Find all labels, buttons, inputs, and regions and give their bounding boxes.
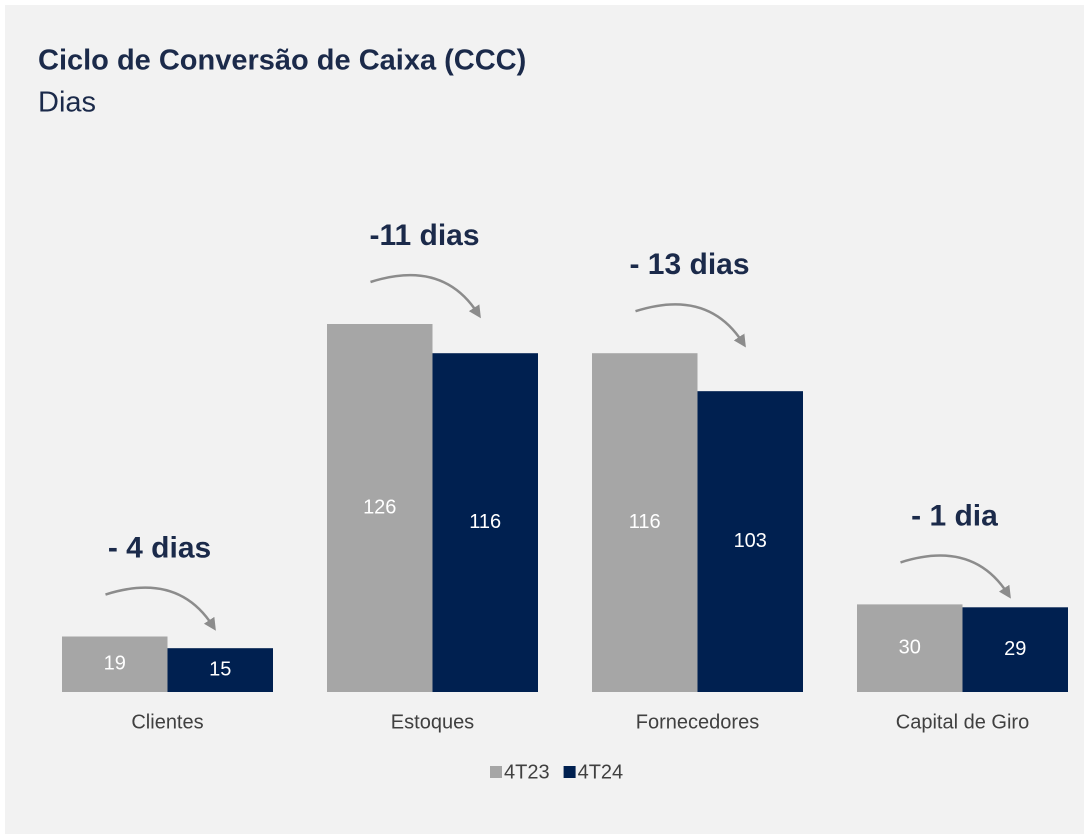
x-tick-label: Clientes: [131, 711, 203, 733]
annotation: - 13 dias: [629, 248, 749, 281]
annotation: - 4 dias: [108, 531, 211, 564]
annotation-arrow: [105, 586, 216, 631]
data-label: 19: [104, 653, 126, 675]
data-label: 30: [899, 636, 921, 658]
chart-title: Ciclo de Conversão de Caixa (CCC): [38, 45, 526, 77]
data-label: 116: [629, 511, 661, 533]
legend-swatch: [563, 766, 576, 778]
annotation-arrow: [370, 273, 481, 319]
chart-subtitle: Dias: [38, 87, 96, 119]
data-label: 126: [363, 496, 396, 518]
data-label: 15: [209, 658, 231, 680]
annotation: -11 dias: [369, 219, 479, 252]
legend-label: 4T24: [578, 761, 624, 783]
bar: [167, 648, 273, 692]
x-tick-label: Estoques: [391, 711, 474, 733]
annotation: - 1 dia: [911, 499, 998, 532]
bar: [62, 636, 168, 692]
bar: [697, 391, 803, 692]
data-label: 116: [469, 511, 501, 533]
bar: [592, 353, 698, 692]
bar: [962, 607, 1068, 692]
bar: [857, 604, 963, 692]
x-tick-label: Capital de Giro: [896, 711, 1029, 733]
annotation-arrow: [900, 554, 1011, 599]
background: [5, 5, 1084, 834]
x-tick-label: Fornecedores: [636, 711, 759, 733]
annotation-arrow: [635, 303, 746, 348]
data-label: 103: [734, 530, 767, 552]
legend-label: 4T23: [504, 761, 550, 783]
legend-swatch: [490, 766, 502, 778]
data-label: 29: [1004, 638, 1026, 660]
bar: [327, 324, 433, 692]
bar: [432, 353, 538, 692]
